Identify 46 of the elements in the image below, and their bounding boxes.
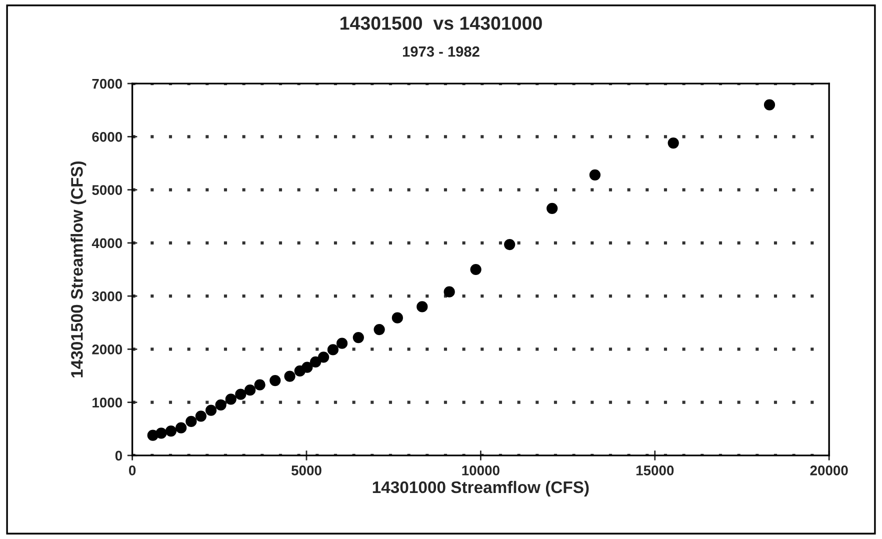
point [254,379,266,390]
point [284,370,296,382]
point [215,399,226,411]
point [244,384,256,396]
point [176,422,187,434]
point [352,332,364,344]
point [589,169,601,180]
y-tick-label: 5000 [92,185,122,195]
point [302,362,313,373]
y-tick-label: 4000 [92,238,122,248]
point [165,425,177,437]
y-tick-label: 3000 [92,291,122,302]
point [764,99,776,110]
point [668,137,679,149]
point [470,264,482,276]
chart-title: 14301500 vs 14301000 [340,16,542,30]
x-tick-label: 10000 [462,466,500,476]
point [186,416,197,428]
point [327,344,339,356]
point [504,238,516,250]
point [195,410,206,422]
y-tick-label: 6000 [92,132,122,142]
x-tick-label: 0 [128,466,136,476]
point [235,388,246,400]
y-tick-label: 7000 [92,78,122,89]
point [318,352,330,363]
point [392,312,403,324]
point [336,338,348,349]
point [225,394,236,405]
y-axis-title: 14301500 Streamflow (CFS) [70,161,86,378]
point [546,202,558,214]
x-axis-title: 14301000 Streamflow (CFS) [372,480,589,496]
x-tick-label: 5000 [291,466,322,476]
point [270,374,281,386]
chart-subtitle: 1973 - 1982 [403,46,480,57]
point [310,356,322,368]
point [374,324,385,336]
y-tick-label: 0 [115,450,122,461]
x-tick-label: 20000 [810,466,848,476]
x-tick-label: 15000 [636,466,674,476]
point [444,286,455,298]
y-tick-label: 2000 [92,344,122,354]
point [156,428,167,439]
y-tick-label: 1000 [92,398,122,408]
point [416,301,428,312]
point [205,404,217,416]
